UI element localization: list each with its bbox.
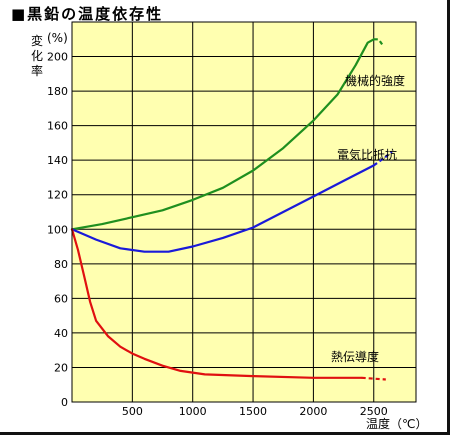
tick-labels: 0 20 40 60 80 100 120 140 160 180 200 500 1000 1500 20… — [47, 51, 388, 418]
series-line-1 — [70, 164, 375, 253]
x-axis-label: 温度（℃） — [366, 416, 427, 431]
plot-border — [71, 21, 417, 403]
y-tick-label: 0 — [61, 396, 68, 409]
plot-area — [70, 21, 417, 403]
y-tick-label: 40 — [54, 327, 68, 340]
x-tick-label: 1500 — [239, 405, 267, 418]
y-tick-label: 60 — [54, 292, 68, 305]
axis-labels: 変 化 率 (%) 温度（℃） — [31, 31, 427, 431]
y-tick-label: 120 — [47, 189, 68, 202]
series-line-2 — [70, 228, 363, 379]
y-tick-label: 180 — [47, 85, 68, 98]
x-tick-label: 2500 — [360, 405, 388, 418]
y-tick-label: 140 — [47, 154, 68, 167]
y-tick-label: 20 — [54, 361, 68, 374]
x-tick-label: 1000 — [179, 405, 207, 418]
x-tick-label: 500 — [122, 405, 143, 418]
chart-title: ■黒鉛の温度依存性 — [11, 5, 164, 23]
y-tick-label: 160 — [47, 120, 68, 133]
y-tick-label: 200 — [47, 51, 68, 64]
y-axis-unit: (%) — [47, 31, 68, 45]
series-line-0 — [70, 38, 375, 231]
series-label-electrical-resistivity: 電気比抵抗 — [337, 147, 397, 162]
series-extrapolation-1 — [373, 150, 393, 167]
plot-background — [72, 22, 416, 402]
y-tick-label: 80 — [54, 258, 68, 271]
grid-lines — [72, 22, 416, 402]
y-axis-label-char: 変 — [31, 33, 43, 48]
series-labels: 機械的強度 電気比抵抗 熱伝導度 — [331, 73, 405, 364]
series-layer — [70, 38, 393, 381]
series-label-thermal-conductivity: 熱伝導度 — [331, 349, 379, 364]
series-extrapolation-0 — [373, 38, 385, 47]
y-axis-label-char: 率 — [31, 63, 43, 78]
series-label-mechanical-strength: 機械的強度 — [345, 73, 405, 88]
x-tick-label: 2000 — [299, 405, 327, 418]
y-axis-label-char: 化 — [31, 49, 43, 63]
y-tick-label: 100 — [47, 223, 68, 236]
